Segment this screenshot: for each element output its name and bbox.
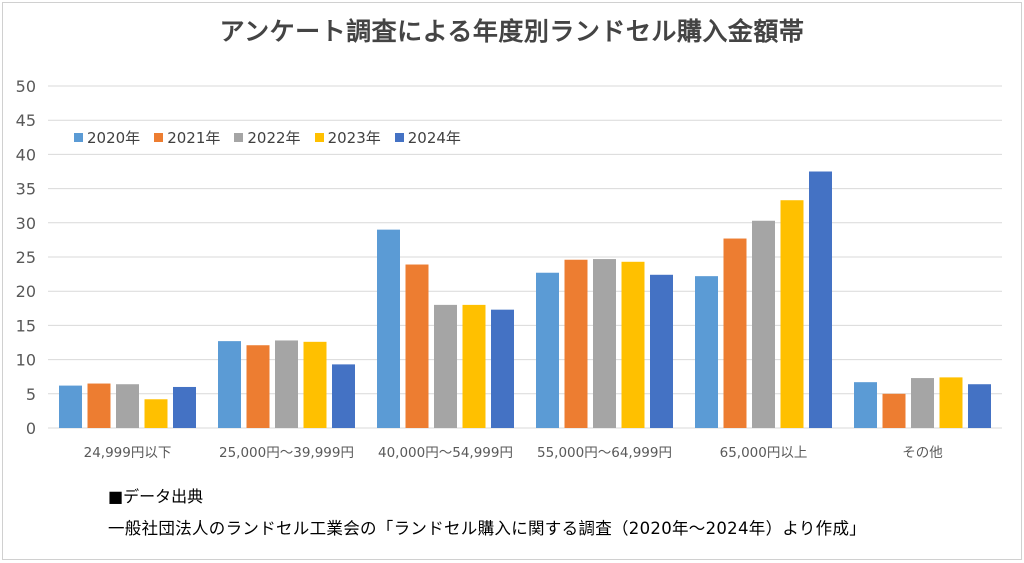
legend-label: 2020年	[87, 129, 141, 147]
bar-2020-cat1	[218, 341, 241, 428]
gridlines	[48, 85, 1002, 429]
bar-2022-cat1	[275, 340, 298, 428]
bar-2023-cat0	[144, 399, 168, 428]
legend-item: 2024年	[394, 127, 461, 148]
bar-2022-cat4	[752, 220, 775, 428]
bar-2024-cat3	[650, 274, 673, 428]
legend-label: 2021年	[167, 129, 221, 147]
bar-2020-cat2	[377, 229, 400, 428]
legend-swatch	[234, 133, 244, 142]
legend-label: 2023年	[327, 129, 381, 147]
bar-2024-cat0	[173, 386, 196, 428]
y-tick-label: 40	[16, 145, 36, 164]
x-tick-label: 24,999円以下	[84, 445, 172, 461]
y-tick-label: 30	[16, 214, 36, 233]
bar-2024-cat4	[809, 171, 832, 428]
legend-item: 2023年	[314, 127, 381, 148]
y-tick-label: 10	[16, 351, 36, 370]
bar-2021-cat4	[723, 238, 747, 428]
x-tick-label: その他	[902, 445, 943, 461]
y-tick-label: 35	[16, 180, 36, 199]
y-tick-label: 0	[26, 419, 36, 438]
bar-2021-cat0	[87, 383, 111, 428]
bar-2021-cat3	[564, 259, 588, 428]
legend-swatch	[394, 133, 404, 142]
y-tick-label: 50	[16, 77, 36, 96]
legend-label: 2024年	[407, 129, 461, 147]
bar-2022-cat0	[116, 384, 139, 428]
bar-2024-cat5	[968, 384, 991, 428]
source-heading: ■データ出典	[108, 487, 204, 506]
y-tick-label: 15	[16, 316, 36, 335]
legend-item: 2020年	[74, 127, 140, 148]
x-tick-label: 65,000円以上	[720, 445, 808, 461]
legend-swatch	[314, 133, 324, 142]
legend-item: 2022年	[234, 127, 301, 148]
y-axis-ticks: 0 5 10 15 20 25 30 35 40 45 50	[16, 77, 36, 438]
x-tick-label: 25,000円～39,999円	[219, 445, 354, 461]
bar-2023-cat4	[780, 200, 804, 428]
source-text: 一般社団法人のランドセル工業会の「ランドセル購入に関する調査（2020年～202…	[108, 519, 867, 538]
chart-title: アンケート調査による年度別ランドセル購入金額帯	[219, 17, 805, 46]
bar-2023-cat3	[621, 261, 645, 428]
x-tick-label: 55,000円～64,999円	[537, 445, 672, 461]
bar-2023-cat5	[939, 377, 963, 428]
legend-swatch	[74, 133, 83, 142]
bar-2020-cat5	[854, 382, 877, 428]
bar-2020-cat4	[695, 276, 718, 428]
y-tick-label: 20	[16, 282, 36, 301]
legend-item: 2021年	[154, 127, 220, 148]
bar-2022-cat5	[911, 378, 934, 428]
bar-2021-cat1	[246, 345, 270, 428]
bar-2023-cat2	[462, 304, 486, 428]
y-tick-label: 25	[16, 248, 36, 267]
legend-swatch	[154, 133, 164, 142]
legend-label: 2022年	[247, 129, 301, 147]
legend: 2020年 2021年 2022年 2023年 2024年	[74, 127, 461, 148]
x-tick-label: 40,000円～54,999円	[378, 445, 513, 461]
bar-2023-cat1	[303, 341, 327, 428]
bar-2024-cat1	[332, 364, 355, 428]
bar-2021-cat5	[882, 393, 906, 428]
bar-2022-cat3	[593, 259, 616, 428]
y-tick-label: 5	[26, 385, 36, 404]
bar-2022-cat2	[434, 304, 457, 428]
bars	[59, 171, 991, 428]
bar-2024-cat2	[491, 309, 514, 428]
bar-2020-cat0	[59, 385, 82, 428]
y-tick-label: 45	[16, 111, 36, 130]
bar-2020-cat3	[536, 272, 559, 428]
bar-2021-cat2	[405, 264, 429, 428]
x-axis-ticks: 24,999円以下 25,000円～39,999円 40,000円～54,999円 5…	[84, 445, 943, 461]
